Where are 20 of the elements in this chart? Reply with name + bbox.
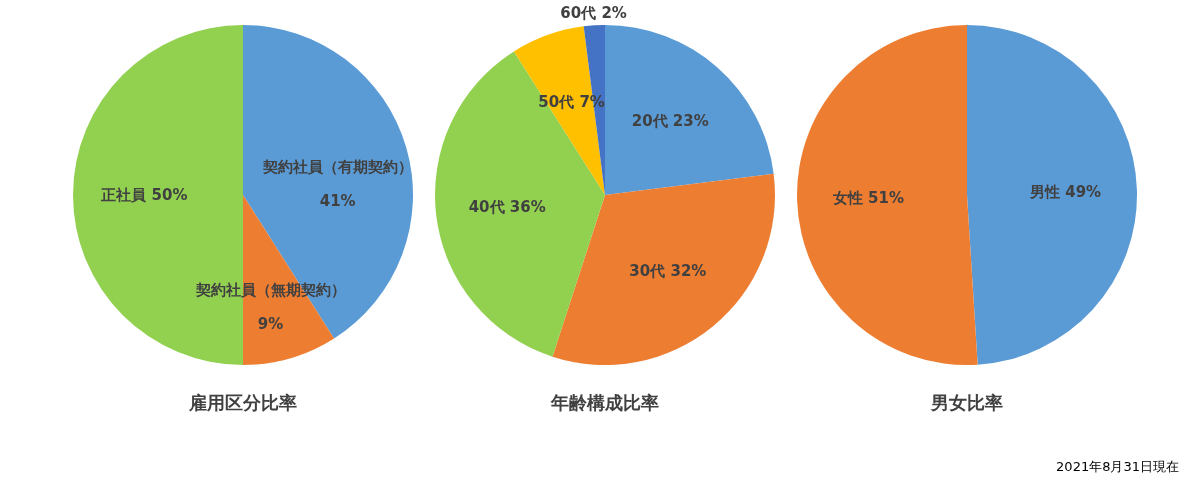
slice-label: 男性 49% [1028, 182, 1102, 201]
data-label: 9% [257, 314, 284, 333]
slice-label: 30代 32% [629, 261, 707, 280]
text: 年齢構成比率 [550, 392, 659, 413]
text: 2021年8月31日現在 [1056, 459, 1179, 474]
pie-slice [435, 51, 605, 357]
slice-label: 20代 23% [631, 112, 709, 131]
pie-slice [797, 25, 978, 365]
text: 男女比率 [930, 392, 1003, 413]
slice-label: 契約社員（有期契約） [261, 158, 413, 177]
pie-slice [967, 25, 1137, 365]
slice-label: 正社員 50% [100, 186, 188, 204]
text: 雇用区分比率 [188, 392, 297, 413]
slice-label: 女性 51% [831, 189, 905, 208]
slice-label: 40代 36% [468, 198, 546, 217]
slice-label: 60代 2% [560, 4, 627, 23]
pie-slice [552, 173, 775, 365]
data-label: 41% [319, 192, 356, 211]
pie-slice [513, 26, 605, 195]
pie-slice [605, 25, 774, 195]
